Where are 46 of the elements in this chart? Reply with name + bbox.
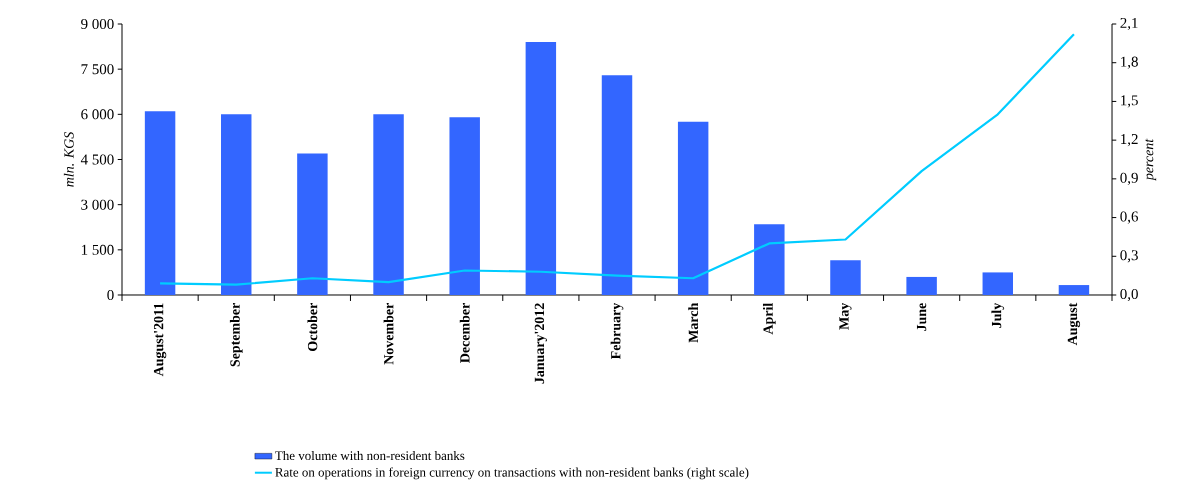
y-tick-label: 6 000: [81, 109, 114, 120]
legend-label: Rate on operations in foreign currency on transactions with non-resident banks (right scale): [275, 467, 749, 480]
x-tick-label: December: [459, 303, 470, 363]
line-series: [158, 33, 1076, 286]
bar: [525, 42, 557, 295]
y2-tick-label: 1,8: [1121, 56, 1138, 69]
y2-tick-label: 0,3: [1120, 250, 1138, 263]
y-tick-label: 0: [107, 289, 114, 301]
x-tick-label: October: [307, 303, 318, 351]
x-tick-label: March: [688, 302, 699, 343]
x-tick-label: April: [762, 303, 776, 335]
bar: [906, 276, 937, 295]
bar: [449, 117, 480, 295]
y-tick-label: 1 500: [81, 244, 114, 255]
bar: [677, 121, 709, 295]
bar: [1058, 285, 1090, 295]
y2-tick-label: 2,1: [1120, 17, 1138, 31]
x-tick-label: August: [1067, 302, 1081, 346]
bar: [144, 111, 176, 295]
y-tick-label: 4 500: [80, 154, 114, 165]
x-tick-label: November: [383, 303, 394, 365]
bar: [373, 114, 404, 295]
bar: [754, 224, 785, 295]
y-tick-label: 9 000: [81, 18, 114, 30]
bar: [601, 75, 633, 295]
y2-tick-label: 1,2: [1121, 134, 1138, 147]
bar: [982, 272, 1014, 295]
y2-tick-label: 1,5: [1121, 95, 1138, 108]
bar: [297, 153, 328, 295]
x-tick-label: September: [229, 303, 243, 367]
x-tick-label: July: [991, 302, 1005, 328]
y2-tick-label: 0,0: [1120, 288, 1138, 302]
y2-axis-title: percent: [1145, 138, 1157, 181]
y-tick-label: 3 000: [81, 199, 114, 210]
y2-tick-label: 0,6: [1120, 211, 1139, 224]
legend-label: The volume with non-resident banks: [275, 450, 465, 461]
y-tick-label: 7 500: [81, 64, 114, 75]
x-tick-label: May: [839, 302, 852, 330]
x-tick-label: February: [610, 302, 624, 360]
x-tick-label: August'2011: [153, 303, 167, 377]
bar: [830, 260, 861, 295]
y2-tick-label: 0,9: [1120, 172, 1138, 185]
y-axis-title: mln. KGS: [63, 132, 74, 187]
x-tick-label: June: [916, 303, 927, 331]
bar: [221, 114, 252, 295]
x-tick-label: January'2012: [534, 303, 547, 384]
